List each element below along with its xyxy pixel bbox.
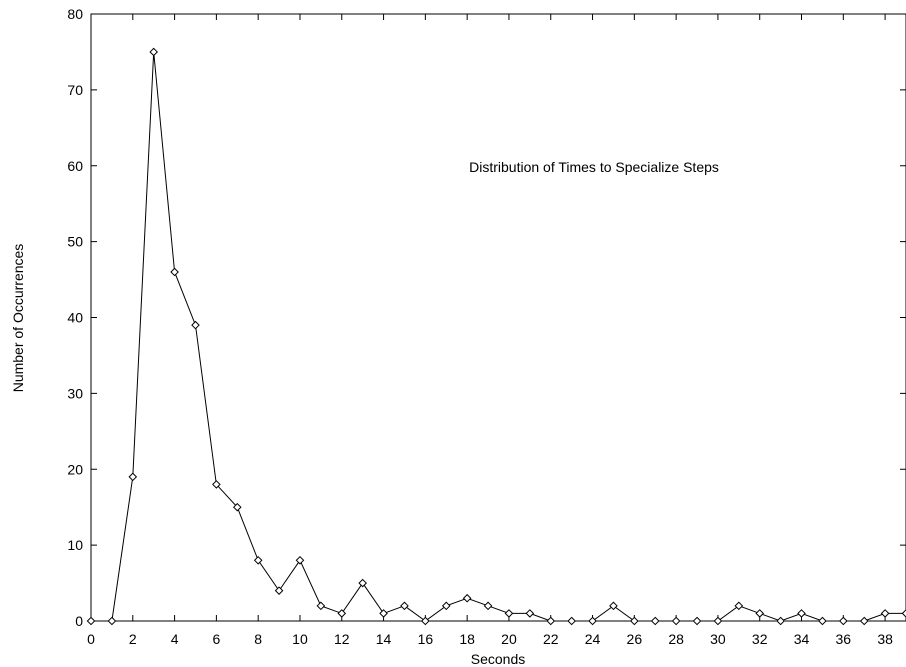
x-tick-label: 22	[543, 631, 559, 647]
data-point	[170, 267, 179, 277]
data-point	[546, 616, 556, 626]
x-tick-label: 30	[710, 631, 726, 647]
y-tick-label: 70	[67, 82, 83, 98]
y-tick-label: 60	[67, 158, 83, 174]
y-tick-label: 50	[67, 234, 83, 250]
data-point	[107, 616, 117, 626]
y-tick-label: 30	[67, 385, 83, 401]
data-point	[525, 609, 535, 618]
x-tick-label: 28	[668, 631, 684, 647]
data-point	[818, 616, 827, 626]
y-tick-label: 40	[67, 310, 83, 326]
series-layer	[86, 47, 906, 626]
y-tick-label: 10	[67, 537, 83, 553]
x-tick-labels: 0 2 4 6 8 10 12 14 16 18 20 22 24 26 28 30 32 34 36 38	[87, 631, 893, 647]
data-point	[191, 320, 200, 330]
data-point	[149, 47, 158, 57]
x-tick-label: 10	[292, 631, 308, 647]
x-tick-label: 14	[376, 631, 392, 647]
x-tick-label: 12	[334, 631, 350, 647]
data-point	[734, 601, 744, 611]
data-point	[441, 601, 451, 611]
chart-title: Distribution of Times to Specialize Step…	[469, 159, 719, 175]
axis-ticks	[90, 13, 906, 622]
data-point	[650, 616, 660, 626]
x-tick-label: 26	[627, 631, 643, 647]
x-tick-label: 34	[794, 631, 810, 647]
x-tick-label: 8	[254, 631, 262, 647]
data-point	[630, 616, 639, 626]
x-tick-label: 2	[129, 631, 137, 647]
data-point	[253, 555, 263, 565]
x-tick-label: 32	[752, 631, 768, 647]
data-point	[839, 616, 848, 626]
data-point	[609, 601, 618, 611]
y-tick-labels: 0 10 20 30 40 50 60 70 80	[67, 6, 83, 629]
x-tick-label: 16	[418, 631, 434, 647]
data-point	[483, 601, 493, 611]
data-point	[212, 480, 221, 489]
series-line	[91, 51, 906, 622]
data-point	[86, 616, 96, 626]
data-point	[337, 609, 347, 618]
data-point	[567, 616, 576, 626]
data-point	[504, 609, 514, 618]
data-point	[421, 616, 430, 626]
data-point	[880, 609, 890, 618]
data-point	[232, 502, 242, 512]
data-point	[400, 601, 409, 611]
y-tick-label: 80	[67, 6, 83, 22]
data-point	[295, 555, 305, 565]
data-point	[671, 616, 681, 626]
data-point	[901, 609, 906, 618]
data-point	[797, 609, 806, 618]
x-tick-label: 24	[585, 631, 601, 647]
x-tick-label: 38	[877, 631, 893, 647]
data-point	[316, 601, 326, 611]
data-point	[358, 578, 367, 588]
data-point	[128, 472, 138, 482]
data-point	[755, 609, 765, 618]
x-tick-label: 36	[836, 631, 852, 647]
x-tick-label: 18	[459, 631, 475, 647]
x-axis-title: Seconds	[471, 651, 525, 667]
data-point	[588, 616, 597, 626]
x-tick-label: 4	[171, 631, 179, 647]
data-point	[692, 616, 702, 626]
data-point	[274, 586, 284, 595]
data-point	[379, 609, 388, 618]
data-point	[776, 616, 785, 626]
data-point	[713, 616, 723, 626]
y-axis-title: Number of Occurrences	[10, 244, 26, 393]
y-tick-label: 0	[75, 613, 83, 629]
x-tick-label: 6	[212, 631, 220, 647]
y-tick-label: 20	[67, 461, 83, 477]
data-point	[462, 593, 472, 603]
x-tick-label: 0	[87, 631, 95, 647]
data-point	[859, 616, 869, 626]
x-tick-label: 20	[501, 631, 517, 647]
plot-frame	[90, 13, 906, 622]
